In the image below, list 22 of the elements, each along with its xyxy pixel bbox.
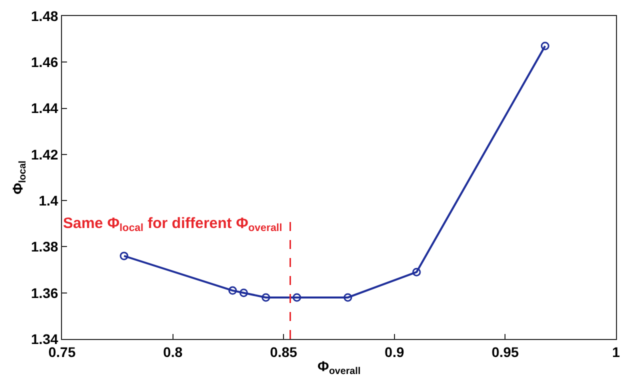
- y-tick-label: 1.38: [30, 238, 58, 255]
- x-tick-label: 0.85: [270, 344, 298, 360]
- y-tick-label: 1.44: [30, 100, 58, 116]
- point: [120, 252, 128, 260]
- point: [262, 293, 270, 302]
- x-tick-label: 0.9: [384, 344, 404, 360]
- ref-line-label: Same Φ$_{local}$ for different Φ$_{overall}$: [63, 215, 282, 234]
- y-tick-label: 1.4: [38, 192, 58, 208]
- y-tick-label: 1.36: [30, 284, 58, 301]
- x-tick-label: 0.95: [492, 344, 520, 360]
- x-axis-title: Φ$_{overall}$: [317, 358, 361, 378]
- point: [239, 288, 248, 298]
- point: [412, 268, 421, 276]
- y-tick-label: 1.46: [30, 54, 58, 70]
- point: [228, 286, 237, 295]
- point: [292, 293, 302, 302]
- point: [540, 42, 550, 50]
- point: [344, 293, 352, 302]
- x-tick-label: 1: [612, 344, 620, 360]
- y-tick-label: 1.42: [30, 146, 58, 162]
- y-tick-label: 1.48: [30, 8, 58, 24]
- x-tick-label: 0.8: [163, 344, 183, 360]
